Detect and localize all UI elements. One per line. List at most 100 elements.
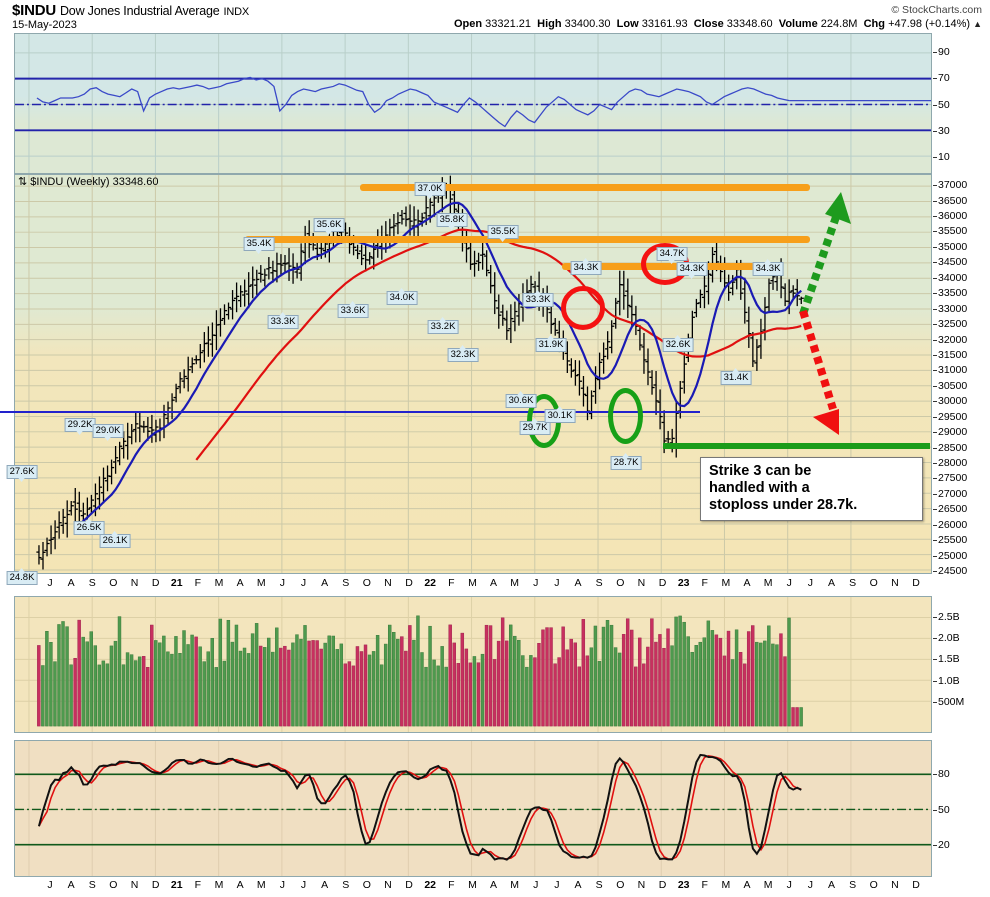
y-tick-10: 10 xyxy=(938,150,950,163)
price-label-18: 30.6K xyxy=(505,391,537,408)
y-tick-mark xyxy=(933,509,937,511)
chart-header: $INDU Dow Jones Industrial Average INDX … xyxy=(0,0,990,32)
y-tick-mark xyxy=(933,680,937,682)
high-value: 33400.30 xyxy=(564,18,611,30)
close-label: Close xyxy=(693,18,724,30)
y-tick-mark xyxy=(933,773,937,775)
x-tick-O-15: O xyxy=(362,577,371,589)
x-tick-M-20: M xyxy=(468,577,477,589)
price-label-1: 24.8K xyxy=(6,568,38,585)
price-label-11: 35.8K xyxy=(436,213,468,230)
x-tick-J-24: J xyxy=(554,879,560,891)
x-tick-S-26: S xyxy=(595,879,603,891)
x-tick-A-13: A xyxy=(321,577,329,589)
x-tick-J-36: J xyxy=(807,577,813,589)
x-tick-J-0: J xyxy=(47,879,53,891)
y-tick-mark xyxy=(933,493,937,495)
stochastic-pane xyxy=(14,740,932,877)
x-tick-N-40: N xyxy=(891,577,899,589)
stochastic-plot xyxy=(15,741,931,876)
price-label-22: 34.3K xyxy=(570,258,602,275)
x-tick-A-13: A xyxy=(321,879,329,891)
x-tick-A-9: A xyxy=(236,577,244,589)
y-tick-28500: 28500 xyxy=(938,441,968,454)
y-tick-27500: 27500 xyxy=(938,472,968,485)
y-tick-37000: 37000 xyxy=(938,179,968,192)
y-tick-mark xyxy=(933,246,937,248)
x-tick-A-21: A xyxy=(490,577,498,589)
price-label-14: 32.3K xyxy=(447,345,479,362)
y-tick-29500: 29500 xyxy=(938,410,968,423)
open-value: 33321.21 xyxy=(485,18,532,30)
volume-value: 224.8M xyxy=(820,18,858,30)
y-tick-mark xyxy=(933,416,937,418)
y-tick-32500: 32500 xyxy=(938,318,968,331)
y-tick-mark xyxy=(933,478,937,480)
x-tick-M-8: M xyxy=(214,577,224,589)
x-tick-21-6: 21 xyxy=(170,879,183,891)
x-tick-21-6: 21 xyxy=(170,577,183,589)
strike-marker-red-1 xyxy=(561,286,605,330)
y-tick-mark xyxy=(933,701,937,703)
y-tick-mark xyxy=(933,156,937,158)
x-tick-M-10: M xyxy=(256,577,266,589)
y-tick-50: 50 xyxy=(938,98,950,111)
price-label-2: 26.5K xyxy=(73,518,105,535)
x-tick-S-38: S xyxy=(849,577,857,589)
bearish-arrow-icon xyxy=(799,309,839,435)
rsi-plot xyxy=(15,34,931,173)
x-tick-D-41: D xyxy=(912,577,920,589)
rsi-pane xyxy=(14,33,932,174)
y-tick-31000: 31000 xyxy=(938,364,968,377)
x-tick-F-7: F xyxy=(194,879,202,891)
price-label-27: 34.3K xyxy=(752,259,784,276)
y-tick-24500: 24500 xyxy=(938,565,968,577)
bullish-arrow-icon xyxy=(799,192,851,316)
x-tick-M-8: M xyxy=(214,879,224,891)
price-label-26: 31.4K xyxy=(720,368,752,385)
price-label-20: 30.1K xyxy=(544,406,576,423)
y-tick-35000: 35000 xyxy=(938,240,968,253)
price-label-9: 33.6K xyxy=(337,301,369,318)
y-tick-33000: 33000 xyxy=(938,302,968,315)
y-tick-mark xyxy=(933,540,937,542)
x-tick-D-17: D xyxy=(405,879,413,891)
symbol-exchange: INDX xyxy=(223,6,250,18)
y-tick-30000: 30000 xyxy=(938,395,968,408)
x-tick-O-39: O xyxy=(869,879,878,891)
y-tick-33500: 33500 xyxy=(938,287,968,300)
price-series-label: ⇅ $INDU (Weekly) 33348.60 xyxy=(18,176,159,188)
up-triangle-icon: ▲ xyxy=(973,19,982,29)
price-label-16: 33.3K xyxy=(522,290,554,307)
y-tick-mark xyxy=(933,52,937,54)
x-tick-M-20: M xyxy=(468,879,477,891)
resistance-line-35-4k xyxy=(245,236,810,243)
price-label-8: 35.6K xyxy=(313,218,345,235)
x-tick-D-41: D xyxy=(912,879,920,891)
chg-label: Chg xyxy=(863,18,885,30)
x-tick-A-33: A xyxy=(743,879,751,891)
y-tick-90: 90 xyxy=(938,46,950,59)
y-tick-mark xyxy=(933,401,937,403)
high-label: High xyxy=(537,18,562,30)
resistance-line-37k xyxy=(360,184,810,191)
x-tick-F-19: F xyxy=(448,879,455,891)
x-tick-S-14: S xyxy=(342,879,350,891)
x-tick-J-36: J xyxy=(807,879,813,891)
x-tick-23-30: 23 xyxy=(677,879,690,891)
symbol-name: Dow Jones Industrial Average xyxy=(59,4,220,18)
x-tick-N-28: N xyxy=(637,577,646,589)
y-tick-1.0B: 1.0B xyxy=(938,674,960,687)
x-tick-M-34: M xyxy=(763,577,773,589)
volume-plot xyxy=(15,597,931,732)
y-tick-80: 80 xyxy=(938,767,950,780)
symbol-title: $INDU Dow Jones Industrial Average INDX xyxy=(12,2,249,19)
x-tick-M-32: M xyxy=(721,879,731,891)
price-label-19: 29.7K xyxy=(519,418,551,435)
x-tick-A-1: A xyxy=(67,879,75,891)
x-tick-A-37: A xyxy=(827,577,836,589)
x-tick-J-24: J xyxy=(554,577,560,589)
price-label-3: 26.1K xyxy=(99,531,131,548)
y-tick-mark xyxy=(933,231,937,233)
x-tick-J-23: J xyxy=(533,577,539,589)
